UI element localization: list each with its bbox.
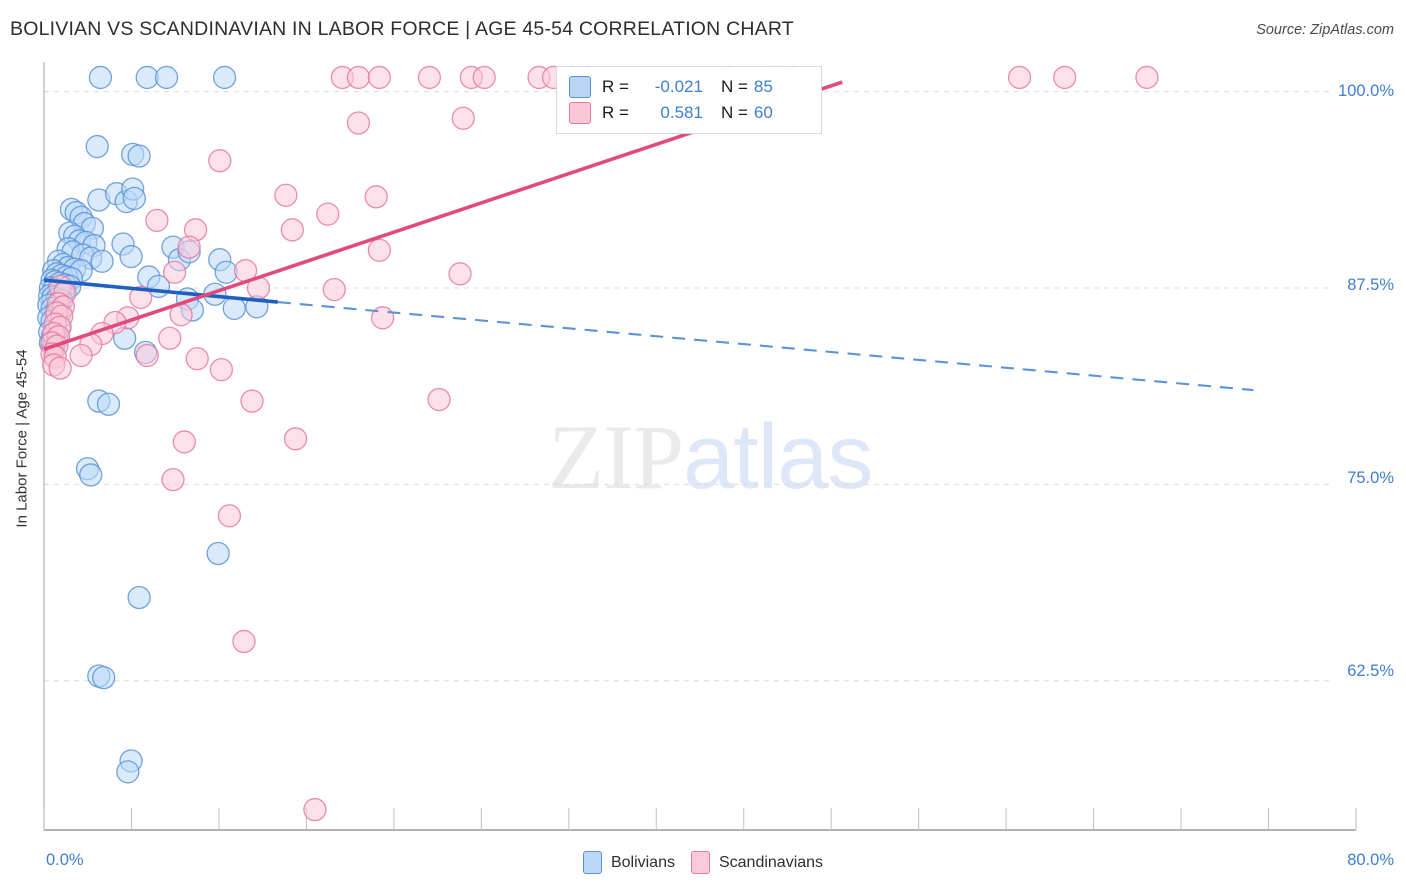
data-point [129, 285, 153, 310]
pink-n-value: 60 [753, 103, 773, 122]
data-point [322, 277, 346, 302]
data-point [212, 65, 237, 90]
data-point [448, 262, 472, 286]
data-point [92, 665, 116, 690]
x-axis-max-label: 80.0% [1347, 851, 1394, 869]
data-point [135, 65, 159, 90]
trend-line-bolivians [43, 278, 278, 304]
series-legend: Bolivians Scandinavians [0, 851, 1406, 874]
source-attribution: Source: ZipAtlas.com [1256, 22, 1394, 38]
data-point [90, 249, 114, 273]
data-point [127, 585, 151, 610]
data-point [427, 387, 451, 412]
data-point [214, 260, 238, 284]
data-point [88, 65, 113, 90]
pink-r-value: 0.581 [660, 103, 703, 122]
data-point [79, 463, 103, 487]
legend-blue-swatch-icon [582, 851, 602, 874]
data-point [346, 111, 371, 135]
legend-pink-label: Scandinavians [718, 853, 824, 871]
data-point [451, 106, 475, 130]
data-point [127, 144, 151, 168]
data-point [185, 347, 209, 371]
data-point [177, 235, 201, 259]
data-point [1135, 65, 1159, 90]
data-point [367, 65, 392, 90]
data-point [172, 430, 196, 454]
data-point [364, 185, 388, 209]
data-point [217, 504, 242, 528]
data-point [367, 238, 392, 262]
data-point [48, 356, 72, 380]
data-point [208, 149, 232, 173]
data-point [162, 260, 187, 284]
data-point [145, 208, 169, 233]
data-point [240, 389, 264, 413]
data-point [85, 134, 109, 159]
data-point [1007, 65, 1032, 90]
data-point [122, 186, 146, 211]
trend-line-extension-bolivians [277, 301, 1254, 392]
correlation-stats-box: R = -0.021 N = 85 R = 0.581 N = 60 [556, 66, 822, 134]
data-point [283, 427, 308, 451]
data-point [274, 183, 298, 207]
stats-row-bolivians: R = -0.021 N = 85 [569, 76, 809, 98]
y-tick-100: 100.0% [1338, 82, 1394, 100]
series-points-bolivians [37, 65, 269, 784]
pink-r-label: R = [602, 103, 629, 122]
blue-n-label: N = [720, 77, 748, 96]
legend-pink-swatch-icon [690, 851, 710, 874]
y-tick-625: 62.5% [1347, 662, 1394, 680]
legend-item-scandinavians[interactable]: Scandinavians [690, 851, 824, 874]
data-point [417, 65, 442, 90]
data-point [232, 629, 256, 654]
blue-swatch-icon [569, 76, 591, 98]
data-point [472, 65, 496, 90]
data-point [316, 202, 340, 226]
data-point [154, 65, 179, 90]
legend-blue-label: Bolivians [610, 853, 675, 871]
data-point [280, 218, 304, 242]
blue-r-label: R = [602, 77, 629, 96]
data-point [116, 760, 140, 784]
series-points-scandinavians [40, 65, 1159, 822]
pink-n-label: N = [720, 103, 748, 122]
data-point [206, 541, 230, 566]
data-point [1053, 65, 1077, 90]
y-tick-75: 75.0% [1347, 469, 1394, 487]
data-point [135, 343, 159, 368]
page-title: BOLIVIAN VS SCANDINAVIAN IN LABOR FORCE … [10, 18, 794, 40]
y-tick-875: 87.5% [1347, 276, 1394, 294]
data-point [96, 392, 121, 416]
x-axis-min-label: 0.0% [46, 851, 84, 869]
blue-n-value: 85 [753, 77, 773, 96]
stats-row-scandinavians: R = 0.581 N = 60 [569, 102, 809, 124]
pink-swatch-icon [569, 102, 591, 124]
data-point [303, 797, 327, 822]
legend-item-bolivians[interactable]: Bolivians [582, 851, 675, 874]
data-point [209, 358, 234, 382]
data-point [69, 343, 93, 368]
blue-r-value: -0.021 [654, 77, 703, 96]
data-point [158, 326, 182, 350]
data-point [161, 467, 185, 492]
data-point [346, 65, 371, 90]
data-point [222, 296, 246, 321]
data-point [119, 244, 143, 269]
